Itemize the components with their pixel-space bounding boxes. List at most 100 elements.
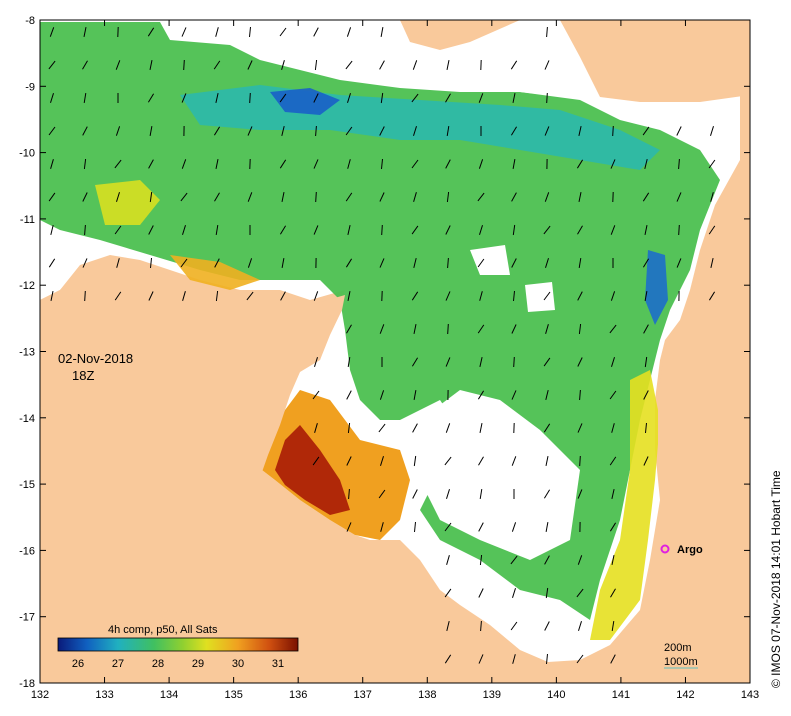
wind-vector bbox=[577, 291, 583, 301]
x-tick-label: 137 bbox=[354, 689, 372, 701]
wind-vector bbox=[379, 60, 385, 70]
wind-vector bbox=[545, 324, 549, 334]
wind-vector bbox=[346, 522, 352, 532]
wind-vector bbox=[84, 224, 86, 236]
wind-vector bbox=[247, 60, 253, 70]
wind-vector bbox=[510, 60, 518, 70]
colorbar: 4h comp, p50, All Sats 26 27 28 29 30 31 bbox=[57, 624, 299, 670]
wind-vector bbox=[543, 489, 551, 499]
land-north-coast bbox=[400, 20, 520, 50]
wind-vector bbox=[610, 159, 616, 169]
wind-vector bbox=[444, 654, 452, 664]
wind-vector bbox=[544, 126, 550, 136]
wind-vector bbox=[708, 225, 716, 235]
wind-vector bbox=[115, 126, 121, 136]
wind-vector bbox=[213, 60, 221, 70]
wind-vector bbox=[545, 456, 549, 466]
wind-vector bbox=[281, 60, 285, 70]
wind-vector bbox=[479, 489, 483, 499]
wind-vector bbox=[478, 654, 484, 664]
wind-vector bbox=[348, 488, 350, 500]
wind-vector bbox=[346, 456, 352, 466]
wind-vector bbox=[314, 423, 318, 433]
wind-vector bbox=[215, 159, 219, 169]
y-tick-label: -8 bbox=[25, 15, 35, 27]
y-tick-label: -14 bbox=[19, 413, 35, 425]
x-tick-label: 141 bbox=[612, 689, 630, 701]
sst-hot-core bbox=[275, 425, 350, 515]
wind-vector bbox=[445, 93, 451, 103]
wind-vector bbox=[347, 291, 351, 301]
x-tick-label: 139 bbox=[483, 689, 501, 701]
colorbar-gradient bbox=[57, 637, 299, 652]
wind-vector bbox=[710, 126, 714, 136]
wind-vector bbox=[313, 93, 319, 103]
wind-vector bbox=[644, 225, 648, 235]
wind-vector bbox=[49, 27, 55, 37]
depth-1000m-label: 1000m bbox=[664, 656, 698, 668]
wind-vector bbox=[116, 258, 120, 268]
wind-vector bbox=[215, 225, 219, 235]
wind-vector bbox=[183, 59, 185, 71]
y-tick-label: -10 bbox=[19, 148, 35, 160]
land-northwest-peninsula bbox=[40, 95, 750, 683]
wind-vector bbox=[150, 257, 152, 269]
wind-vector bbox=[381, 158, 383, 170]
wind-vector bbox=[413, 455, 417, 467]
wind-vector bbox=[413, 257, 417, 269]
sst-blue-patch bbox=[270, 88, 340, 115]
sst-yellow-west bbox=[95, 180, 160, 225]
wind-vector bbox=[544, 60, 550, 70]
wind-vector bbox=[611, 423, 615, 433]
wind-vector bbox=[510, 126, 518, 136]
wind-vector bbox=[479, 423, 483, 433]
x-tick-label: 135 bbox=[224, 689, 242, 701]
wind-vector bbox=[479, 291, 483, 301]
colorbar-tick-label: 27 bbox=[112, 658, 124, 670]
wind-vector bbox=[644, 356, 648, 368]
wind-vector bbox=[642, 126, 650, 136]
wind-vector bbox=[543, 423, 551, 433]
wind-vector bbox=[83, 27, 87, 37]
wind-vector bbox=[247, 126, 253, 136]
wind-vector bbox=[478, 93, 484, 103]
wind-vector bbox=[181, 27, 187, 37]
wind-vector bbox=[114, 291, 122, 301]
wind-vector bbox=[247, 258, 253, 268]
wind-vector bbox=[380, 522, 384, 532]
wind-vector bbox=[545, 389, 549, 401]
wind-vector bbox=[512, 159, 516, 169]
wind-vector bbox=[48, 192, 56, 202]
wind-vector bbox=[445, 225, 451, 235]
wind-vector bbox=[313, 27, 319, 37]
wind-vector bbox=[379, 192, 385, 202]
wind-vector bbox=[147, 27, 155, 37]
wind-vector bbox=[444, 588, 452, 598]
wind-vector bbox=[346, 27, 352, 37]
colorbar-ticks: 26 27 28 29 30 31 bbox=[72, 658, 284, 670]
y-tick-label: -15 bbox=[19, 479, 35, 491]
wind-vector bbox=[447, 323, 449, 335]
wind-vector bbox=[346, 324, 352, 334]
wind-vector bbox=[411, 225, 419, 235]
wind-vector bbox=[513, 356, 515, 368]
wind-vector bbox=[182, 225, 186, 235]
wind-vector bbox=[544, 192, 550, 202]
wind-vector bbox=[444, 522, 452, 532]
wind-vector bbox=[345, 126, 353, 136]
wind-vector bbox=[611, 488, 615, 500]
wind-vector bbox=[445, 423, 451, 433]
sst-cloud-patch-central bbox=[420, 390, 580, 560]
wind-vector bbox=[543, 291, 551, 301]
wind-vector bbox=[610, 654, 616, 664]
wind-vector bbox=[116, 192, 120, 202]
wind-vector bbox=[313, 291, 319, 301]
x-tick-label: 143 bbox=[741, 689, 759, 701]
wind-vector bbox=[280, 291, 286, 301]
wind-vector bbox=[379, 126, 385, 136]
wind-vector bbox=[82, 60, 88, 70]
wind-vector bbox=[676, 126, 682, 136]
wind-vector bbox=[479, 356, 483, 368]
wind-vector bbox=[545, 522, 549, 532]
wind-vector bbox=[347, 159, 351, 169]
